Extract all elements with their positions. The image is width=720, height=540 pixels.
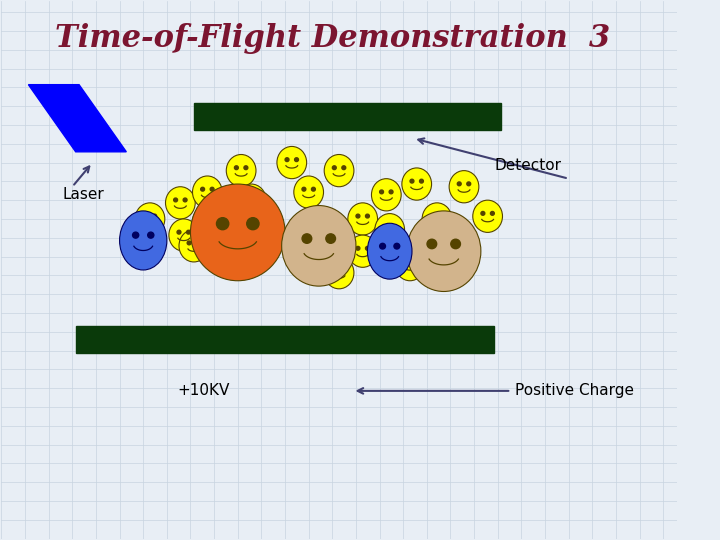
Ellipse shape (395, 248, 425, 281)
Text: Positive Charge: Positive Charge (515, 383, 634, 399)
Ellipse shape (177, 230, 181, 234)
Ellipse shape (245, 195, 248, 199)
Text: Laser: Laser (62, 187, 104, 202)
Ellipse shape (148, 232, 154, 238)
Ellipse shape (192, 206, 222, 238)
Ellipse shape (440, 214, 444, 218)
Ellipse shape (277, 146, 307, 179)
Ellipse shape (324, 256, 354, 289)
Ellipse shape (302, 187, 306, 191)
Ellipse shape (379, 244, 385, 249)
Ellipse shape (174, 198, 178, 202)
Ellipse shape (383, 225, 387, 229)
Ellipse shape (143, 214, 147, 218)
Ellipse shape (302, 234, 312, 244)
Ellipse shape (481, 212, 485, 215)
Ellipse shape (294, 176, 323, 208)
Text: Detector: Detector (495, 158, 562, 173)
Ellipse shape (367, 223, 412, 279)
Ellipse shape (392, 225, 397, 229)
Ellipse shape (187, 241, 191, 245)
Ellipse shape (191, 184, 285, 281)
Ellipse shape (375, 214, 405, 246)
Ellipse shape (333, 166, 336, 170)
Bar (194, 104, 501, 130)
Ellipse shape (403, 260, 407, 264)
Ellipse shape (132, 232, 139, 238)
Ellipse shape (192, 176, 222, 208)
Ellipse shape (333, 268, 336, 272)
Ellipse shape (285, 158, 289, 161)
Ellipse shape (254, 195, 258, 199)
Ellipse shape (311, 224, 341, 256)
Ellipse shape (197, 241, 201, 245)
Ellipse shape (490, 212, 495, 215)
Ellipse shape (247, 218, 259, 230)
Ellipse shape (394, 244, 400, 249)
Ellipse shape (356, 246, 360, 250)
Text: Time-of-Flight Demonstration  3: Time-of-Flight Demonstration 3 (55, 24, 611, 55)
Ellipse shape (422, 203, 452, 235)
Ellipse shape (226, 154, 256, 187)
Ellipse shape (312, 187, 315, 191)
Polygon shape (28, 85, 126, 152)
Ellipse shape (319, 235, 323, 239)
Text: +10KV: +10KV (178, 383, 230, 399)
Ellipse shape (402, 168, 431, 200)
Ellipse shape (166, 187, 195, 219)
Ellipse shape (186, 230, 190, 234)
Ellipse shape (342, 166, 346, 170)
Ellipse shape (342, 268, 346, 272)
Ellipse shape (449, 171, 479, 203)
Ellipse shape (431, 214, 434, 218)
Ellipse shape (201, 217, 204, 221)
Ellipse shape (457, 182, 462, 186)
Bar (76, 326, 495, 353)
Ellipse shape (451, 239, 461, 249)
Ellipse shape (389, 190, 393, 194)
Ellipse shape (372, 179, 401, 211)
Ellipse shape (379, 190, 384, 194)
Ellipse shape (366, 214, 369, 218)
Ellipse shape (328, 235, 332, 239)
Ellipse shape (236, 184, 266, 217)
Ellipse shape (210, 187, 214, 191)
Ellipse shape (326, 234, 336, 244)
Ellipse shape (356, 214, 360, 218)
Ellipse shape (282, 206, 356, 286)
Ellipse shape (467, 182, 471, 186)
Ellipse shape (348, 203, 377, 235)
Ellipse shape (473, 200, 503, 232)
Ellipse shape (183, 198, 187, 202)
Ellipse shape (294, 158, 299, 161)
Ellipse shape (427, 239, 436, 249)
Ellipse shape (217, 218, 229, 230)
Ellipse shape (120, 211, 167, 270)
Ellipse shape (235, 166, 238, 170)
Ellipse shape (201, 187, 204, 191)
Ellipse shape (135, 203, 165, 235)
Ellipse shape (348, 235, 377, 267)
Ellipse shape (407, 211, 481, 292)
Ellipse shape (179, 230, 209, 262)
Ellipse shape (324, 154, 354, 187)
Ellipse shape (153, 214, 157, 218)
Ellipse shape (413, 260, 417, 264)
Ellipse shape (244, 166, 248, 170)
Ellipse shape (210, 217, 214, 221)
Ellipse shape (366, 246, 369, 250)
Ellipse shape (169, 219, 199, 251)
Ellipse shape (410, 179, 414, 183)
Ellipse shape (420, 179, 423, 183)
